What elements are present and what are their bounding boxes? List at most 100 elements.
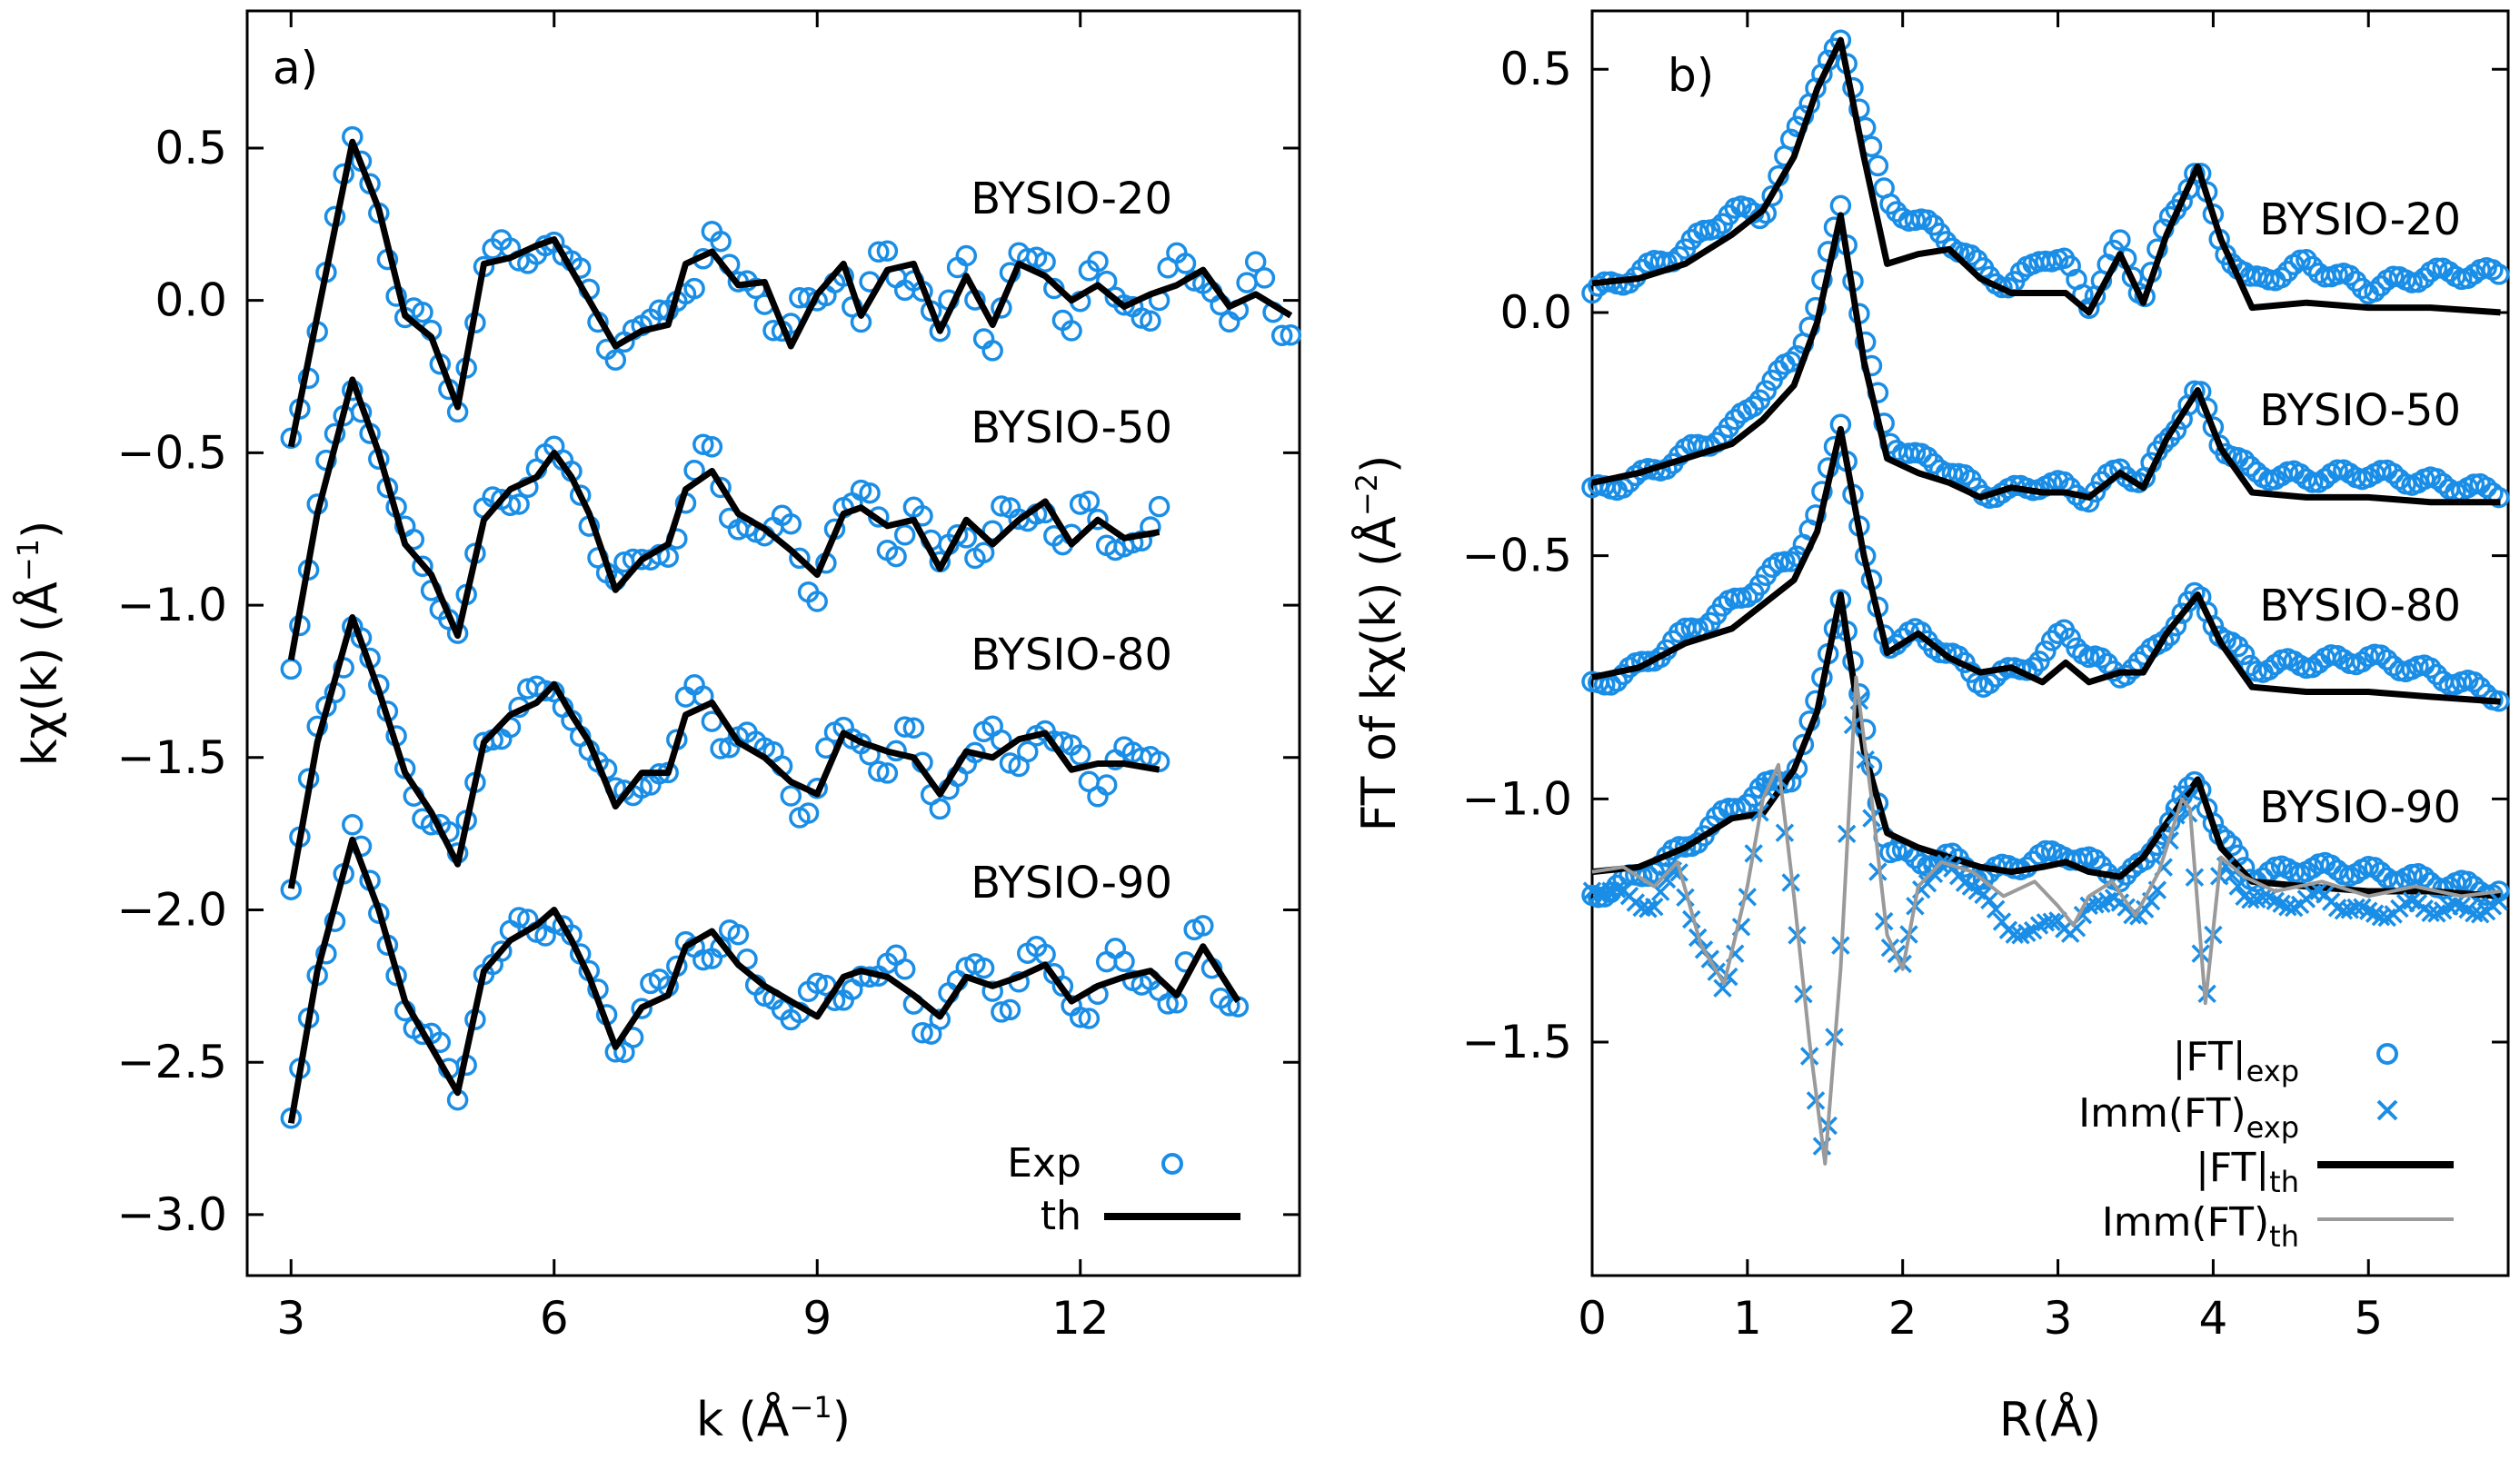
ft-exp-point bbox=[1867, 154, 1889, 177]
ft-exp-point bbox=[2487, 263, 2510, 285]
exp-point bbox=[412, 555, 433, 578]
exp-point bbox=[412, 1023, 433, 1046]
exp-point bbox=[972, 957, 995, 979]
panel-a-y-tick-label: −1.5 bbox=[117, 731, 227, 784]
imm-exp-point bbox=[2042, 912, 2061, 931]
imm-exp-point bbox=[2489, 891, 2508, 911]
ft-th-line-bysio-50 bbox=[1591, 212, 2501, 506]
exp-point bbox=[946, 523, 969, 546]
panel-b-x-tick-label: 4 bbox=[2198, 1292, 2227, 1345]
ft-exp-point bbox=[2109, 229, 2131, 251]
ft-exp-point bbox=[2487, 486, 2510, 509]
exp-point bbox=[342, 814, 364, 836]
panel-b-x-tick-label: 3 bbox=[2044, 1292, 2073, 1345]
series-label-bysio-50: BYSIO-50 bbox=[2259, 385, 2461, 436]
panel-b-legend: |FT|exp Imm(FT)exp |FT|th Imm(FT)th bbox=[2078, 1034, 2454, 1254]
ft-exp-points-bysio-80 bbox=[1581, 413, 2510, 712]
imm-exp-point bbox=[1986, 899, 2006, 919]
ft-exp-point bbox=[1761, 184, 1783, 207]
ft-exp-point bbox=[2413, 866, 2435, 888]
ft-exp-point bbox=[2276, 261, 2299, 283]
panel-b-x-tick-label: 5 bbox=[2354, 1292, 2383, 1345]
exp-point bbox=[981, 980, 1003, 1002]
ft-exp-point bbox=[2003, 474, 2026, 497]
exp-point bbox=[508, 493, 530, 515]
exp-point bbox=[1104, 938, 1127, 959]
panel-a-y-tick-label: −2.0 bbox=[117, 883, 227, 936]
ft-exp-point bbox=[2301, 255, 2324, 278]
exp-point bbox=[902, 717, 925, 739]
exp-point bbox=[929, 1008, 951, 1030]
imm-exp-point bbox=[2172, 784, 2192, 804]
ft-exp-point bbox=[2364, 281, 2386, 303]
exp-point bbox=[1078, 490, 1101, 512]
panel-b-x-tick-label: 1 bbox=[1733, 1292, 1762, 1345]
panel-a-y-tick-label: −0.5 bbox=[117, 426, 227, 479]
panel-a-ticks: 3 6 9 12 0.5 0.0 −0.5 −1.0 −1.5 −2.0 −2.5 −3.0 bbox=[117, 11, 1300, 1345]
exp-point bbox=[1236, 272, 1258, 293]
exp-point bbox=[1244, 251, 1267, 273]
exp-point bbox=[1148, 495, 1170, 518]
panel-b-data: BYSIO-20 BYSIO-50 BYSIO-80 BYSIO-90 bbox=[1581, 29, 2510, 1166]
panel-a-legend: Exp th bbox=[1007, 1140, 1240, 1239]
exp-point bbox=[797, 802, 820, 824]
ft-exp-point bbox=[2233, 449, 2256, 472]
exp-point bbox=[911, 1021, 933, 1044]
exp-point bbox=[885, 545, 907, 568]
exp-point bbox=[710, 476, 732, 499]
exp-point bbox=[999, 998, 1021, 1021]
legend-imm-exp-marker bbox=[2376, 1099, 2398, 1121]
exp-point bbox=[657, 546, 679, 568]
exp-point bbox=[692, 949, 714, 971]
exp-point bbox=[981, 340, 1003, 362]
ft-exp-points-bysio-20 bbox=[1581, 29, 2510, 320]
imm-exp-point bbox=[1862, 809, 1881, 828]
series-label-bysio-90: BYSIO-90 bbox=[971, 858, 1172, 909]
ft-exp-point bbox=[1606, 874, 1629, 897]
exp-point bbox=[499, 494, 522, 517]
exp-point bbox=[1078, 1008, 1101, 1029]
ft-exp-point bbox=[1935, 642, 1957, 664]
legend-th-label: th bbox=[1041, 1193, 1081, 1239]
ft-exp-point bbox=[2296, 249, 2317, 271]
series-label-bysio-20: BYSIO-20 bbox=[971, 174, 1172, 224]
panel-a-x-tick-label: 9 bbox=[802, 1292, 832, 1345]
ft-exp-point bbox=[2152, 631, 2175, 652]
exp-point bbox=[1061, 320, 1082, 342]
imm-exp-point bbox=[1917, 873, 1937, 893]
legend-imm-exp-label: Imm(FT)exp bbox=[2078, 1090, 2299, 1145]
series-label-bysio-20: BYSIO-20 bbox=[2259, 194, 2461, 245]
exp-point bbox=[1148, 750, 1170, 773]
imm-exp-point bbox=[1608, 879, 1627, 899]
panel-b-y-tick-label: −0.5 bbox=[1462, 530, 1572, 582]
imm-th-line-imm-ft-bysio-90 bbox=[1591, 675, 2501, 1166]
exp-point bbox=[412, 301, 433, 323]
panel-a-y-tick-label: 0.5 bbox=[154, 122, 227, 174]
exp-point bbox=[1069, 744, 1091, 766]
imm-exp-point bbox=[2445, 895, 2465, 914]
ft-exp-point bbox=[1774, 551, 1796, 572]
exp-point bbox=[710, 738, 732, 760]
panel-a-y-axis-label: kχ(k) (Å−1) bbox=[11, 521, 68, 767]
ft-exp-point bbox=[2382, 462, 2405, 485]
ft-exp-point bbox=[2035, 839, 2057, 862]
ft-exp-point bbox=[2239, 455, 2262, 478]
exp-point bbox=[1095, 774, 1118, 796]
ft-exp-point bbox=[2370, 460, 2392, 482]
th-line-bysio-50 bbox=[287, 376, 1160, 661]
legend-exp-marker bbox=[1161, 1153, 1183, 1175]
ft-exp-point bbox=[2326, 459, 2348, 481]
legend-ft-th-label: |FT|th bbox=[2196, 1145, 2299, 1199]
exp-point bbox=[893, 524, 916, 546]
ft-exp-point bbox=[1724, 587, 1746, 610]
ft-exp-points-bysio-90 bbox=[1581, 589, 2510, 909]
panel-b-y-tick-label: −1.5 bbox=[1462, 1016, 1572, 1068]
ft-exp-point bbox=[2463, 670, 2485, 693]
th-line-bysio-20 bbox=[287, 138, 1293, 448]
exp-point bbox=[569, 484, 592, 506]
exp-point bbox=[648, 299, 671, 321]
exp-point bbox=[1017, 740, 1039, 763]
panel-a-label: a) bbox=[273, 42, 318, 94]
ft-exp-point bbox=[1917, 446, 1938, 469]
imm-exp-point bbox=[1645, 897, 1664, 917]
